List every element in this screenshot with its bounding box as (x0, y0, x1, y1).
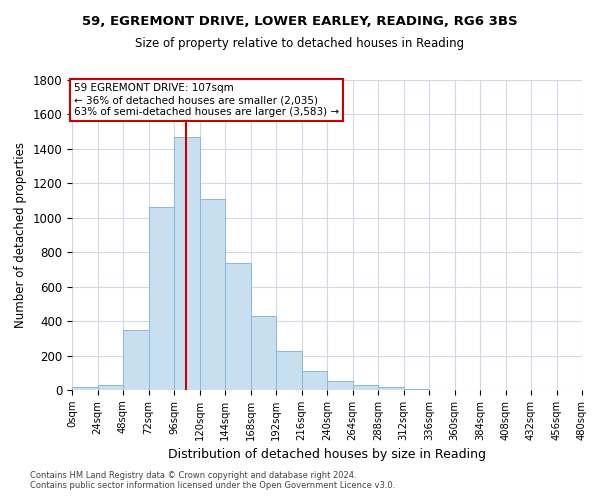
Bar (327, 380, 353, 390)
Bar (353, 385, 378, 390)
Bar (149, 208, 174, 390)
Bar (97, 385, 123, 390)
Bar (174, 137, 199, 390)
Bar (123, 330, 149, 390)
Bar (251, 316, 276, 390)
Text: 59, EGREMONT DRIVE, LOWER EARLEY, READING, RG6 3BS: 59, EGREMONT DRIVE, LOWER EARLEY, READIN… (82, 15, 518, 28)
X-axis label: Distribution of detached houses by size in Reading: Distribution of detached houses by size … (168, 448, 486, 462)
Text: 59 EGREMONT DRIVE: 107sqm
← 36% of detached houses are smaller (2,035)
63% of se: 59 EGREMONT DRIVE: 107sqm ← 36% of detac… (74, 84, 339, 116)
Text: Contains public sector information licensed under the Open Government Licence v3: Contains public sector information licen… (30, 481, 395, 490)
Bar (225, 262, 251, 390)
Text: Contains HM Land Registry data © Crown copyright and database right 2024.: Contains HM Land Registry data © Crown c… (30, 471, 356, 480)
Bar (378, 388, 404, 390)
Bar (199, 199, 225, 390)
Bar (302, 371, 327, 390)
Bar (404, 389, 429, 390)
Bar (72, 388, 97, 390)
Text: Size of property relative to detached houses in Reading: Size of property relative to detached ho… (136, 38, 464, 51)
Bar (276, 351, 302, 390)
Y-axis label: Number of detached properties: Number of detached properties (14, 142, 27, 328)
